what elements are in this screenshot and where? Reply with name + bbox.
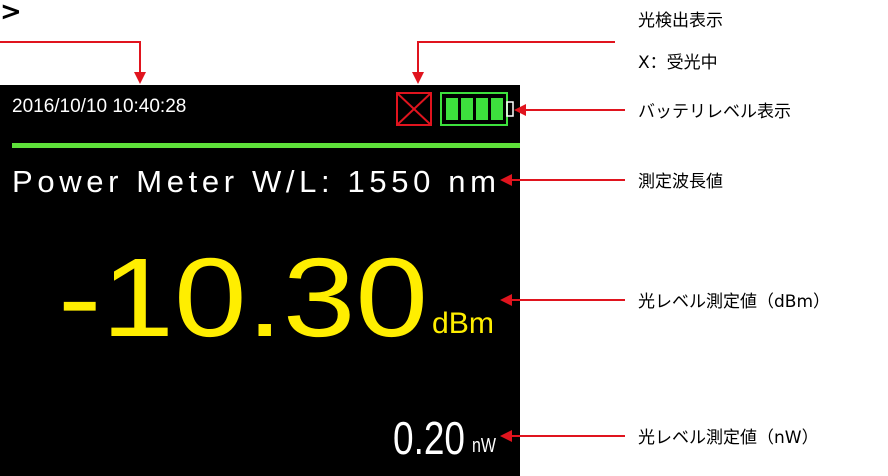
- annotation: 光レベル測定値（dBm）: [638, 292, 830, 312]
- wavelength: Power Meter W/L: 1550 nm: [12, 164, 496, 199]
- battery-icon: [440, 92, 514, 126]
- annotation: 光レベル測定値（nW）: [638, 428, 819, 448]
- nw-value: 0.20: [393, 412, 465, 464]
- annotation: X：受光中: [638, 53, 718, 73]
- header-mark: >: [0, 0, 22, 27]
- callout-arrows: [0, 41, 625, 442]
- nw-unit: nW: [472, 435, 496, 457]
- detect-icon: [396, 92, 432, 126]
- dbm-unit: dBm: [432, 307, 494, 340]
- annotation: バッテリレベル表示: [638, 102, 791, 122]
- divider: [12, 143, 520, 148]
- annotation: 光検出表示: [638, 11, 723, 31]
- annotation: 測定波長値: [638, 172, 723, 192]
- device-screen: [0, 85, 520, 476]
- dbm-value: -10.30: [58, 235, 428, 360]
- datetime: 2016/10/10 10:40:28: [12, 96, 186, 117]
